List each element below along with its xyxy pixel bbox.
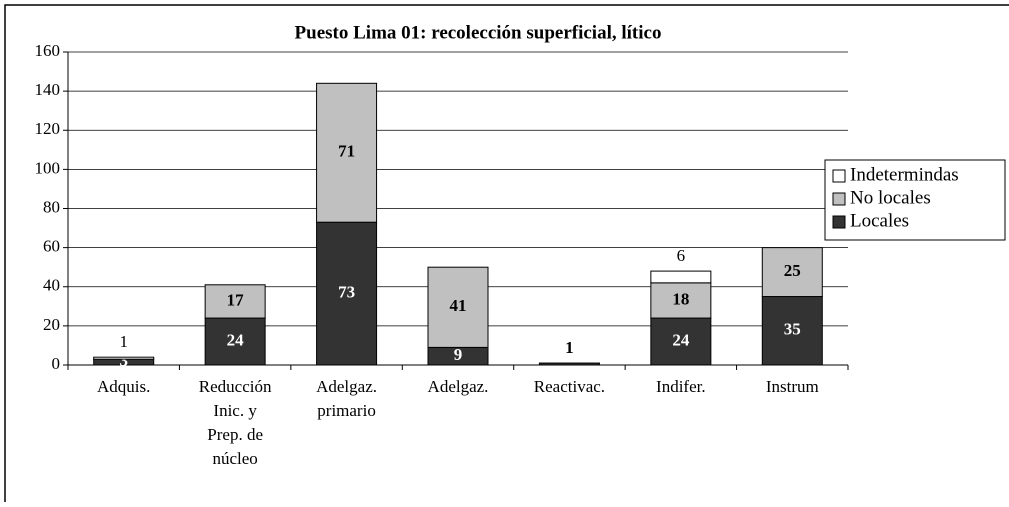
x-tick-label: Adelgaz.: [427, 377, 489, 396]
data-label: 18: [672, 289, 689, 308]
bar-segment: [427, 266, 489, 348]
legend-label: Indetermindas: [850, 164, 959, 185]
y-tick-label: 40: [43, 276, 60, 295]
x-tick-label: Indifer.: [656, 377, 706, 396]
bar-segment: [650, 282, 712, 319]
legend-box: [824, 159, 1006, 241]
data-label: 1: [119, 332, 128, 351]
data-label: 1: [565, 338, 574, 357]
y-tick-label: 0: [52, 354, 61, 373]
bar-segment: [761, 296, 823, 366]
data-label: 73: [338, 283, 355, 302]
legend-label: Locales: [850, 210, 909, 231]
y-tick-label: 60: [43, 237, 60, 256]
chart-title: Puesto Lima 01: recolección superficial,…: [295, 22, 662, 43]
y-tick-label: 120: [35, 119, 61, 138]
data-label: 41: [450, 296, 467, 315]
data-label: 71: [338, 142, 355, 161]
data-label: 24: [227, 330, 245, 349]
data-label: 25: [784, 261, 801, 280]
y-tick-label: 100: [35, 158, 61, 177]
y-tick-label: 140: [35, 80, 61, 99]
x-tick-label: Reducción Inic. y Prep. de núcleo: [198, 377, 272, 468]
data-label: 17: [227, 290, 245, 309]
chart-frame: [4, 4, 1009, 506]
x-tick-label: Adquis.: [97, 377, 151, 396]
x-tick-label: Reactivac.: [533, 377, 606, 396]
data-label: 6: [677, 246, 686, 265]
x-tick-label: Instrum: [765, 377, 819, 396]
legend-label: No locales: [850, 187, 931, 208]
legend-swatch: [832, 192, 846, 206]
data-label: 24: [672, 330, 690, 349]
legend-swatch: [832, 215, 846, 229]
x-tick-label: Adelgaz. primario: [316, 377, 377, 420]
bar-segment: [316, 82, 378, 223]
y-tick-label: 80: [43, 197, 60, 216]
bar-segment: [538, 362, 600, 366]
bar-segment: [93, 356, 155, 360]
data-label: 3: [119, 351, 128, 370]
bar-segment: [316, 221, 378, 366]
bar-segment: [650, 270, 712, 284]
bar-segment: [204, 284, 266, 319]
y-tick-label: 160: [35, 41, 61, 60]
data-label: 35: [784, 320, 801, 339]
data-label: 9: [454, 345, 463, 364]
bar-segment: [204, 317, 266, 366]
y-tick-label: 20: [43, 315, 60, 334]
bar-segment: [761, 247, 823, 298]
legend-swatch: [832, 169, 846, 183]
